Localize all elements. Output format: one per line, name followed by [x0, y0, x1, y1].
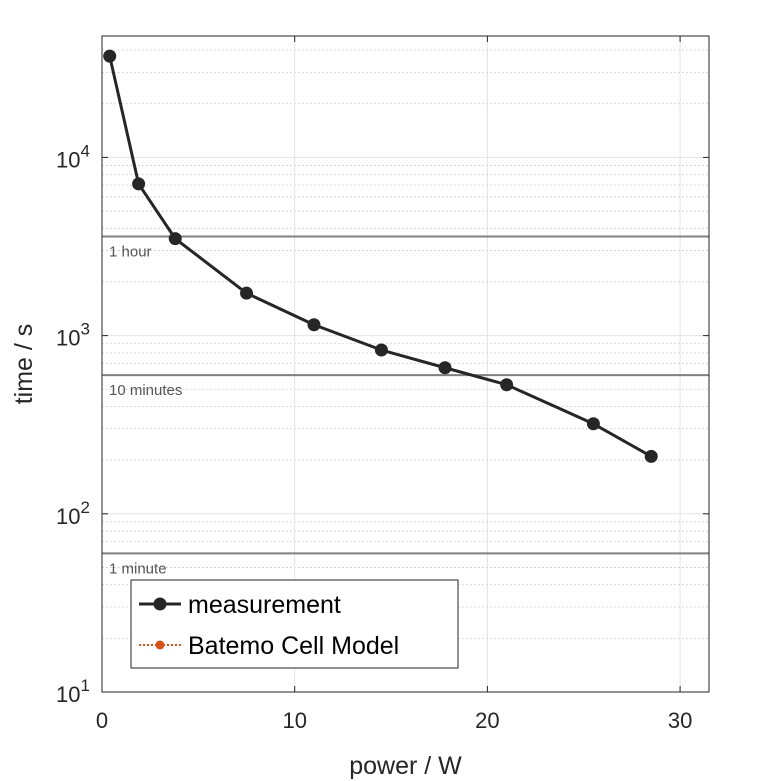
y-axis-ticks: 101 102 103 104: [56, 141, 709, 707]
legend-label: Batemo Cell Model: [188, 632, 399, 660]
x-tick-label: 10: [282, 708, 306, 733]
y-tick-label: 102: [56, 498, 90, 529]
series-layer: [103, 49, 658, 463]
data-point: [240, 286, 254, 300]
plot-area-frame: [101, 35, 710, 693]
x-tick-label: 20: [475, 708, 499, 733]
reference-line-label: 10 minutes: [109, 382, 182, 399]
data-point: [374, 343, 388, 357]
data-point: [168, 232, 182, 246]
y-axis-title: time / s: [10, 324, 38, 405]
reference-line-label: 1 minute: [109, 560, 167, 577]
series-line: [108, 55, 652, 458]
y-tick-label: 103: [56, 320, 90, 351]
data-point: [103, 49, 117, 63]
data-point: [438, 361, 452, 375]
data-point: [644, 449, 658, 463]
y-tick-label: 104: [56, 141, 90, 172]
y-tick-label: 101: [56, 676, 90, 707]
data-point: [132, 177, 146, 191]
x-axis-ticks: 0 10 20 30: [96, 36, 692, 733]
data-point: [500, 378, 514, 392]
reference-lines: 1 hour 10 minutes 1 minute: [102, 235, 709, 577]
legend-label: measurement: [188, 591, 341, 619]
legend: measurement Batemo Cell Model: [130, 579, 459, 669]
data-point: [586, 417, 600, 431]
data-point: [307, 318, 321, 332]
reference-line-label: 1 hour: [109, 243, 152, 260]
x-axis-title: power / W: [349, 752, 462, 780]
x-tick-label: 30: [668, 708, 692, 733]
legend-marker: [153, 597, 167, 611]
legend-box: [130, 579, 459, 669]
legend-marker: [155, 640, 165, 650]
x-tick-label: 0: [96, 708, 108, 733]
